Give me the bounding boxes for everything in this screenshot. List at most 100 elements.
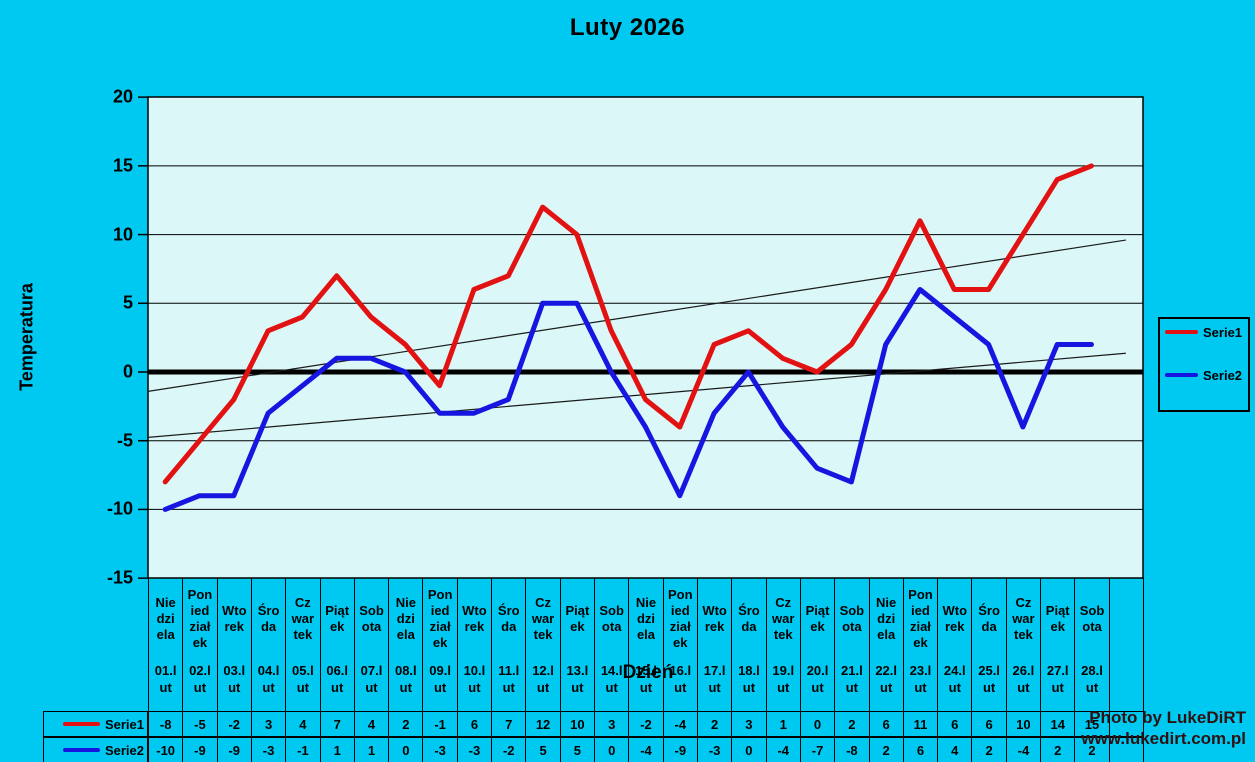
serie2-line-key-icon bbox=[62, 748, 100, 752]
weekday-label: Sob ota bbox=[839, 603, 865, 634]
category-cell: Pon ied ział ek 09.l ut bbox=[423, 578, 458, 711]
weekday-label: Pon ied ział ek bbox=[427, 587, 453, 650]
serie1-line-key-icon bbox=[62, 722, 100, 726]
table-cell: 14 bbox=[1040, 711, 1076, 737]
date-label: 22.l ut bbox=[875, 663, 897, 695]
date-label: 18.l ut bbox=[738, 663, 760, 695]
date-label: 16.l ut bbox=[669, 663, 692, 695]
table-cell: -3 bbox=[422, 737, 458, 762]
weekday-label: Piąt ek bbox=[805, 603, 830, 634]
date-label: 02.l ut bbox=[189, 663, 211, 695]
table-cell: 0 bbox=[731, 737, 767, 762]
chart-title: Luty 2026 bbox=[569, 14, 686, 41]
table-cell: 7 bbox=[491, 711, 527, 737]
weekday-label: Wto rek bbox=[221, 603, 247, 634]
table-cell: 0 bbox=[594, 737, 630, 762]
table-cell: -7 bbox=[799, 737, 836, 762]
table-cell: 2 bbox=[696, 711, 733, 737]
category-cell: Wto rek 03.l ut bbox=[218, 578, 252, 711]
y-tick-label: 20 bbox=[112, 86, 133, 107]
table-cell: -4 bbox=[662, 711, 698, 737]
table-cell: 12 bbox=[525, 711, 561, 737]
y-axis-tick-labels: 20 15 10 5 0 -5 -10 -15 bbox=[0, 0, 133, 762]
table-cell: 3 bbox=[250, 711, 287, 737]
watermark: Photo by LukeDiRT www.lukedirt.com.pl bbox=[1081, 707, 1246, 749]
category-cell: Cz war tek 19.l ut bbox=[767, 578, 801, 711]
table-cell: 6 bbox=[902, 737, 939, 762]
date-label: 12.l ut bbox=[532, 663, 554, 695]
category-cell: Śro da 18.l ut bbox=[732, 578, 767, 711]
series-line-serie1 bbox=[162, 163, 1094, 485]
weekday-label: Piąt ek bbox=[325, 603, 350, 634]
date-label: 17.l ut bbox=[703, 663, 726, 695]
legend-box: Serie1 Serie2 bbox=[1158, 317, 1250, 412]
category-cell: Piąt ek 27.l ut bbox=[1041, 578, 1076, 711]
date-label: 25.l ut bbox=[978, 663, 1000, 695]
category-cell: Pon ied ział ek 16.l ut bbox=[664, 578, 698, 711]
category-cell: Piąt ek 06.l ut bbox=[321, 578, 355, 711]
category-cell: Wto rek 10.l ut bbox=[458, 578, 493, 711]
table-cell: 0 bbox=[388, 737, 424, 762]
weekday-label: Cz war tek bbox=[772, 595, 795, 642]
weekday-label: Pon ied ział ek bbox=[187, 587, 213, 650]
table-cell: 10 bbox=[559, 711, 596, 737]
category-cell: Cz war tek 12.l ut bbox=[526, 578, 561, 711]
category-cell: Sob ota 07.l ut bbox=[355, 578, 390, 711]
table-cell: -5 bbox=[182, 711, 218, 737]
table-cell: 4 bbox=[285, 711, 321, 737]
watermark-url: www.lukedirt.com.pl bbox=[1081, 729, 1246, 748]
table-cell bbox=[1108, 737, 1144, 762]
series-name: Serie2 bbox=[104, 742, 144, 758]
category-cell: Nie dzi ela 01.l ut bbox=[149, 578, 184, 711]
weekday-label: Piąt ek bbox=[1045, 603, 1070, 634]
table-cell: -3 bbox=[250, 737, 287, 762]
table-cell: 2 bbox=[1040, 737, 1076, 762]
weekday-label: Piąt ek bbox=[565, 603, 590, 634]
table-cell: -3 bbox=[456, 737, 493, 762]
legend-label-serie1: Serie1 bbox=[1203, 324, 1243, 340]
table-cell: 5 bbox=[559, 737, 596, 762]
category-cell: Nie dzi ela 08.l ut bbox=[389, 578, 424, 711]
category-cell: Sob ota 28.l ut bbox=[1075, 578, 1110, 711]
category-cell: Sob ota 21.l ut bbox=[835, 578, 870, 711]
weekday-label: Nie dzi ela bbox=[155, 595, 176, 642]
weekday-label: Śro da bbox=[978, 603, 1000, 634]
category-cell bbox=[1110, 578, 1144, 711]
watermark-credit: Photo by LukeDiRT bbox=[1089, 708, 1246, 727]
table-cell: 2 bbox=[834, 711, 870, 737]
category-cell: Sob ota 14.l ut bbox=[595, 578, 630, 711]
table-cell: -9 bbox=[182, 737, 218, 762]
table-cell: 4 bbox=[353, 711, 390, 737]
x-axis-title: Dzień bbox=[622, 662, 674, 683]
series-name: Serie1 bbox=[104, 716, 144, 732]
table-cell: -9 bbox=[662, 737, 698, 762]
series-label-cell: Serie1 bbox=[43, 711, 148, 737]
serie1-line-key-icon bbox=[1165, 330, 1198, 334]
weekday-label: Nie dzi ela bbox=[876, 595, 897, 642]
table-cell: -2 bbox=[216, 711, 252, 737]
table-cell: 0 bbox=[799, 711, 836, 737]
table-cell: 6 bbox=[868, 711, 904, 737]
date-label: 01.l ut bbox=[154, 663, 177, 695]
trendline-serie2 bbox=[147, 352, 1126, 438]
table-cell bbox=[1108, 711, 1144, 737]
y-tick-label: 0 bbox=[122, 361, 133, 382]
legend-item-serie2: Serie2 bbox=[1165, 367, 1242, 383]
table-cell: -4 bbox=[628, 737, 664, 762]
category-cell: Cz war tek 05.l ut bbox=[286, 578, 321, 711]
weekday-label: Nie dzi ela bbox=[395, 595, 416, 642]
category-cell: Piąt ek 13.l ut bbox=[561, 578, 596, 711]
date-label: 06.l ut bbox=[326, 663, 349, 695]
data-table: Serie1 -8 -5 -2 3 4 7 4 2 -1 6 7 12 10 3 -2 -4 2 3 1 0 2 6 11 6 6… bbox=[43, 711, 1144, 762]
category-cell: Nie dzi ela 15.l ut bbox=[629, 578, 664, 711]
x-axis-category-labels: Nie dzi ela 01.l ut Pon ied ział ek 02.l ut… bbox=[148, 578, 1144, 711]
table-cell: -10 bbox=[148, 737, 184, 762]
date-label: 28.l ut bbox=[1081, 663, 1103, 695]
table-cell: 3 bbox=[594, 711, 630, 737]
weekday-label: Cz war tek bbox=[1012, 595, 1035, 642]
weekday-label: Sob ota bbox=[359, 603, 384, 634]
y-tick-label: -10 bbox=[106, 498, 133, 519]
y-tick-label: 5 bbox=[122, 292, 133, 313]
